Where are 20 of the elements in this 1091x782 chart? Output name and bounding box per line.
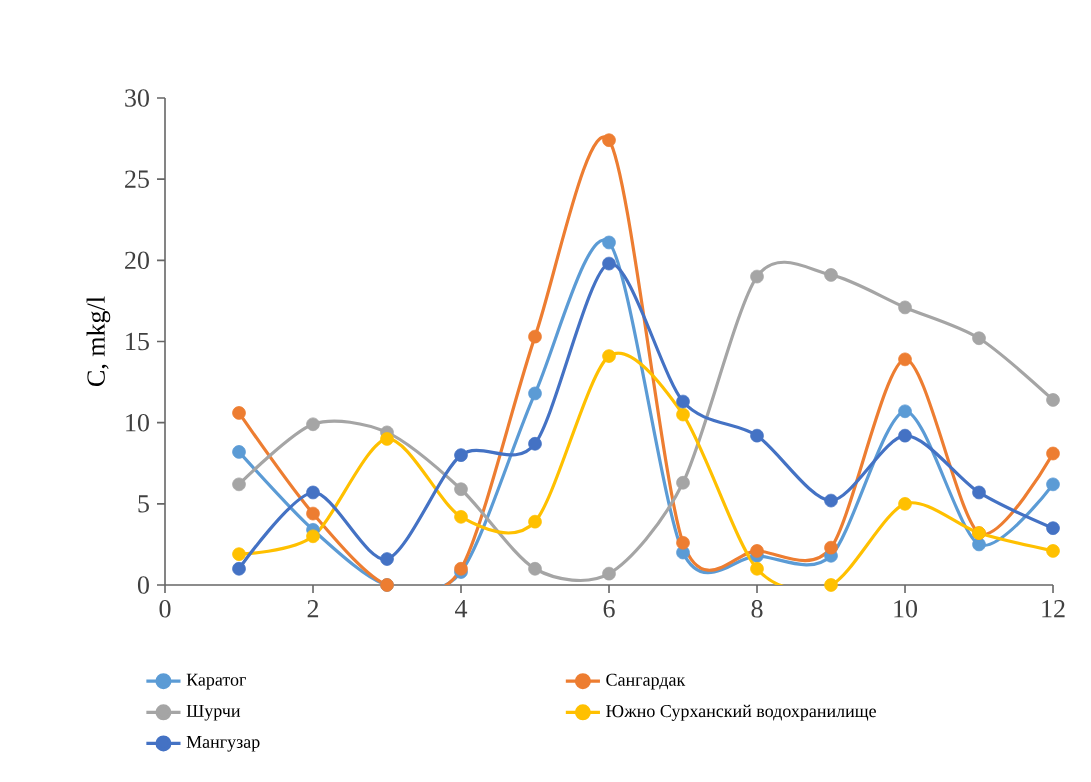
y-tick-label: 0 [137, 576, 149, 594]
y-tick-label: 25 [125, 170, 149, 188]
x-tick-label: 6 [603, 600, 615, 618]
x-tick-label: 2 [307, 600, 319, 618]
legend-label: Южно Сурханский водохранилище [606, 704, 876, 721]
legend-label: Сангардак [606, 673, 686, 690]
y-tick-label: 15 [126, 332, 149, 351]
y-tick-label: 20 [125, 251, 149, 270]
x-tick-label: 0 [159, 600, 171, 618]
x-tick-label: 4 [455, 600, 468, 618]
x-tick-label: 10 [894, 600, 918, 618]
legend-label: Шурчи [186, 704, 241, 721]
y-tick-label: 10 [126, 413, 149, 432]
legend-label: Каратог [186, 673, 246, 690]
y-axis-title: C, mkg/l [86, 296, 111, 386]
y-tick-label: 5 [138, 495, 149, 513]
legend-label: Мангузар [186, 735, 260, 752]
x-tick-label: 8 [751, 600, 763, 618]
x-tick-label: 12 [1042, 600, 1065, 618]
y-tick-label: 30 [125, 89, 149, 107]
